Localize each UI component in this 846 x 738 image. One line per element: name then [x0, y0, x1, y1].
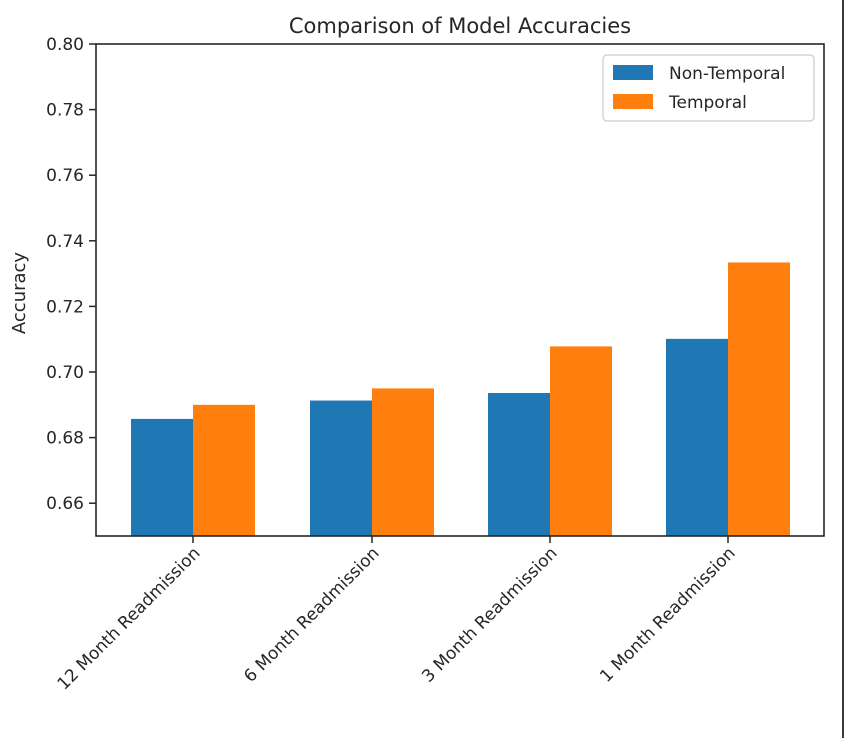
- bar-non-temporal-2: [310, 400, 372, 536]
- y-tick-label: 0.76: [46, 166, 84, 186]
- y-tick-label: 0.70: [46, 363, 84, 383]
- x-tick-label: 1 Month Readmission: [596, 543, 739, 686]
- y-axis-label: Accuracy: [9, 252, 30, 335]
- legend-label-non-temporal: Non-Temporal: [669, 64, 785, 84]
- bar-temporal-2: [372, 388, 434, 536]
- bar-temporal-4: [728, 262, 790, 536]
- plot-frame: [95, 43, 825, 537]
- bar-temporal-1: [193, 404, 255, 536]
- legend-swatch-temporal: [613, 94, 653, 109]
- x-tick-label: 12 Month Readmission: [54, 543, 205, 694]
- x-tick-label: 6 Month Readmission: [240, 543, 383, 686]
- x-tick-label: 3 Month Readmission: [418, 543, 561, 686]
- y-tick-label: 0.74: [46, 232, 84, 252]
- y-tick-label: 0.66: [46, 494, 84, 514]
- legend-swatch-non-temporal: [613, 65, 653, 80]
- bar-non-temporal-4: [666, 338, 728, 536]
- legend: Non-Temporal Temporal: [602, 54, 815, 122]
- y-tick-label: 0.80: [46, 35, 84, 55]
- window-edge: [842, 0, 844, 738]
- chart-title: Comparison of Model Accuracies: [289, 14, 631, 38]
- x-axis-ticks: 12 Month Readmission 6 Month Readmission 3…: [54, 536, 740, 694]
- bar-temporal-3: [550, 346, 612, 536]
- y-tick-label: 0.72: [46, 297, 84, 317]
- legend-label-temporal: Temporal: [668, 93, 747, 113]
- y-tick-label: 0.68: [46, 429, 84, 449]
- bars: [131, 262, 790, 536]
- legend-box: [602, 54, 815, 122]
- y-axis-ticks: 0.66 0.68 0.70 0.72 0.74 0.76 0.78 0.80: [46, 35, 96, 514]
- bar-non-temporal-1: [131, 418, 193, 536]
- y-tick-label: 0.78: [46, 101, 84, 121]
- bar-non-temporal-3: [488, 392, 550, 536]
